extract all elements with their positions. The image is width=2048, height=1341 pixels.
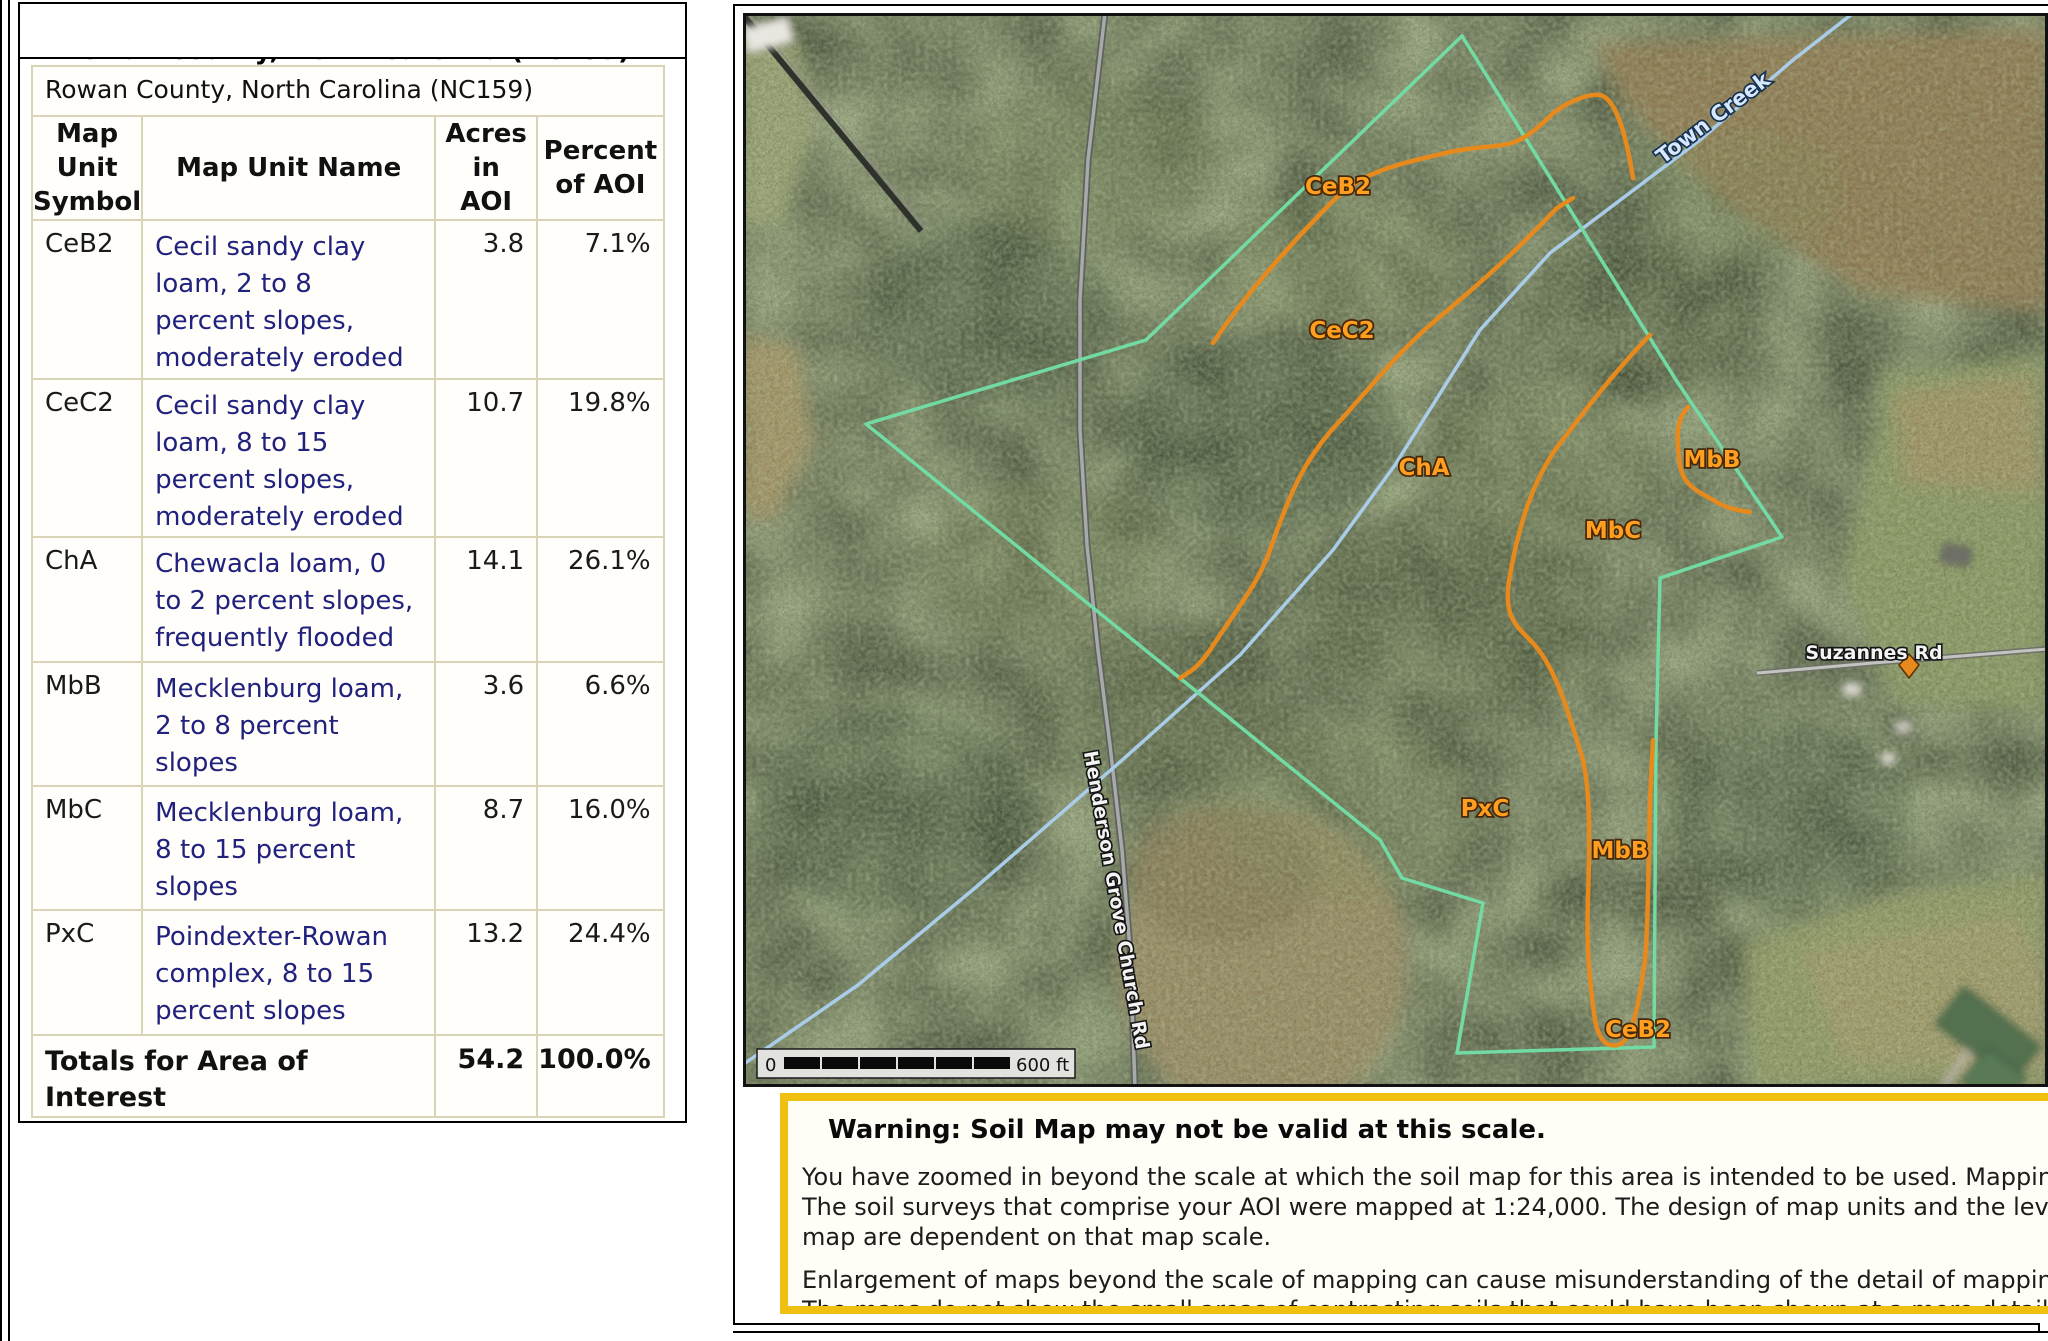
acres-value: 13.2 [434,909,539,1036]
aerial-soil-map[interactable]: CeB2 CeC2 ChA MbB MbC PxC MbB CeB2 Town … [737,5,2048,1118]
canopy-highlights [743,13,2048,1087]
percent-value: 26.1% [536,536,665,663]
map-unit-name-link[interactable]: Mecklenburg loam, 8 to 15 percent slopes [141,785,437,911]
map-scale-bar: 0 600 ft [756,1048,1076,1079]
map-unit-symbol: ChA [30,536,144,663]
soil-label-mbc: MbC [1585,518,1641,544]
soil-label-ceb2-south: CeB2 [1605,1017,1671,1043]
percent-value: 6.6% [536,661,665,787]
col-header-acres-in-aoi: Acres in AOI [434,115,539,221]
table-row: MbC Mecklenburg loam, 8 to 15 percent sl… [30,785,665,911]
map-panel-top-border [733,4,2048,6]
acres-value: 3.6 [434,661,539,787]
railroad-line [740,10,926,233]
soil-label-pxc: PxC [1461,796,1510,822]
table-panel-header-strip [18,2,687,59]
totals-percent: 100.0% [536,1034,665,1118]
soil-spot-symbol [1898,652,1920,680]
map-unit-name-link[interactable]: Cecil sandy clay loam, 2 to 8 percent sl… [141,219,437,380]
map-unit-name-link[interactable]: Chewacla loam, 0 to 2 percent slopes, fr… [141,536,437,663]
warning-paragraph2-line2: The maps do not show the small areas of … [802,1296,2048,1314]
soil-label-ceb2-north: CeB2 [1305,174,1371,200]
totals-label: Totals for Area of Interest [30,1034,437,1118]
soil-line-mbb-drain [1505,332,1656,1048]
soil-line-ceb2 [1210,92,1636,346]
percent-value: 19.8% [536,378,665,538]
map-unit-symbol: CeC2 [30,378,144,538]
warning-paragraph1-line3: map are dependent on that map scale. [802,1223,1272,1251]
soil-line-mbb-pocket [1675,404,1753,515]
col-header-map-unit-symbol: Map Unit Symbol [30,115,144,221]
acres-value: 14.1 [434,536,539,663]
soil-label-cec2: CeC2 [1309,318,1374,344]
scale-zero-label: 0 [765,1055,776,1076]
table-row: CeB2 Cecil sandy clay loam, 2 to 8 perce… [30,219,665,380]
map-border [743,13,2048,1087]
scale-warning-box: Warning: Soil Map may not be valid at th… [780,1093,2048,1314]
county-title-cell: Rowan County, North Carolina (NC159) [31,65,665,117]
soil-boundary-lines [1177,92,1753,1048]
col-header-percent-of-aoi: Percent of AOI [536,115,665,221]
aoi-boundary [864,34,1784,1055]
soil-label-cha: ChA [1398,455,1449,481]
suzannes-rd-label: Suzannes Rd [1805,642,1942,664]
table-row: MbB Mecklenburg loam, 2 to 8 percent slo… [30,661,665,787]
map-unit-name-link[interactable]: Mecklenburg loam, 2 to 8 percent slopes [141,661,437,787]
left-panel-frame-line [8,0,10,1341]
soil-label-mbb-south: MbB [1592,838,1649,864]
soil-map-viewport[interactable]: CeB2 CeC2 ChA MbB MbC PxC MbB CeB2 Town … [737,5,2048,1118]
map-unit-symbol: CeB2 [30,219,144,380]
map-unit-name-link[interactable]: Poindexter-Rowan complex, 8 to 15 percen… [141,909,437,1036]
outer-frame-bottom-border [733,1331,2048,1333]
warning-paragraph2-line1: Enlargement of maps beyond the scale of … [802,1266,2048,1294]
aoi-soil-table: Rowan County, North Carolina (NC159) Map… [30,65,665,1118]
percent-value: 7.1% [536,219,665,380]
col-header-map-unit-name: Map Unit Name [141,115,437,221]
map-unit-name-link[interactable]: Cecil sandy clay loam, 8 to 15 percent s… [141,378,437,538]
percent-value: 24.4% [536,909,665,1036]
map-unit-symbol: MbC [30,785,144,911]
soil-label-mbb-east: MbB [1684,447,1741,473]
henderson-grove-church-road [1076,12,1139,1088]
scale-distance-label: 600 ft [1016,1055,1069,1076]
table-row: ChA Chewacla loam, 0 to 2 percent slopes… [30,536,665,663]
town-creek-line [737,5,1863,1070]
suzannes-road [1756,646,2048,676]
map-unit-symbol: MbB [30,661,144,787]
window-frame-left-line [0,0,2,1341]
totals-row: Totals for Area of Interest 54.2 100.0% [30,1034,665,1118]
acres-value: 3.8 [434,219,539,380]
warning-paragraph1-line2: The soil surveys that comprise your AOI … [802,1193,2048,1221]
map-unit-symbol: PxC [30,909,144,1036]
soil-line-cec2-cha [1177,195,1576,681]
map-panel-bottom-border [733,1323,2040,1325]
map-panel-left-border [733,4,735,1325]
warning-title: Warning: Soil Map may not be valid at th… [828,1115,1546,1145]
totals-acres: 54.2 [434,1034,539,1118]
acres-value: 8.7 [434,785,539,911]
acres-value: 10.7 [434,378,539,538]
table-row: PxC Poindexter-Rowan complex, 8 to 15 pe… [30,909,665,1036]
warning-paragraph1-line1: You have zoomed in beyond the scale at w… [802,1163,2048,1191]
percent-value: 16.0% [536,785,665,911]
map-panel-corner-jog [2038,1323,2040,1333]
table-row: CeC2 Cecil sandy clay loam, 8 to 15 perc… [30,378,665,538]
